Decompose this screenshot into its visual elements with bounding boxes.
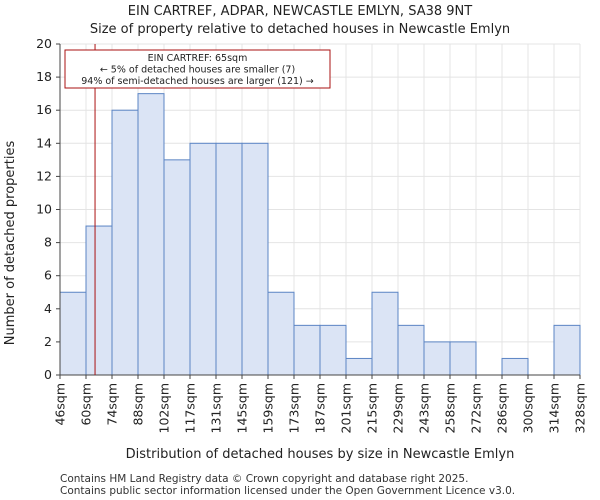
x-tick-label: 300sqm — [521, 383, 536, 433]
x-tick-label: 117sqm — [183, 383, 198, 433]
plot-area: 0 2 4 6 8 10 12 14 16 18 20 46sqm 60sqm 74sqm 88sqm 102… — [36, 36, 587, 433]
bar-131sqm — [215, 142, 243, 376]
chart-subtitle: Size of property relative to detached ho… — [90, 22, 510, 37]
y-tick-label: 8 — [44, 235, 52, 250]
bar-173sqm — [293, 324, 321, 376]
bar-229sqm — [397, 324, 425, 376]
x-tick-label: 60sqm — [79, 383, 94, 426]
x-tick-label: 131sqm — [209, 383, 224, 433]
annotation-line-1: EIN CARTREF: 65sqm — [148, 53, 248, 64]
x-tick-label: 243sqm — [417, 383, 432, 433]
bar-60sqm — [85, 225, 113, 376]
bar-117sqm — [189, 142, 217, 376]
bar-46sqm — [59, 291, 87, 376]
footer-line-1: Contains HM Land Registry data © Crown c… — [60, 473, 469, 485]
y-tick-label: 0 — [44, 367, 52, 382]
bar-145sqm — [241, 142, 269, 376]
bar-159sqm — [267, 291, 295, 376]
bar-314sqm — [553, 324, 581, 376]
footer-attribution: Contains HM Land Registry data © Crown c… — [60, 473, 515, 497]
bar-102sqm — [163, 159, 191, 376]
x-tick-label: 88sqm — [131, 383, 146, 426]
y-tick-label: 2 — [44, 334, 52, 349]
y-tick-label: 6 — [44, 268, 52, 283]
x-tick-label: 46sqm — [53, 383, 68, 426]
annotation-line-2: ← 5% of detached houses are smaller (7) — [100, 65, 295, 76]
bar-74sqm — [111, 109, 139, 376]
x-tick-label: 102sqm — [157, 383, 172, 433]
y-tick-label: 14 — [36, 135, 52, 150]
footer-line-2: Contains public sector information licen… — [60, 485, 516, 497]
x-tick-label: 258sqm — [443, 383, 458, 433]
x-axis-label: Distribution of detached houses by size … — [126, 447, 515, 462]
x-tick-label: 215sqm — [365, 383, 380, 433]
x-tick-label: 187sqm — [313, 383, 328, 433]
x-tick-label: 159sqm — [261, 383, 276, 433]
bar-286sqm — [501, 357, 529, 376]
chart-title: EIN CARTREF, ADPAR, NEWCASTLE EMLYN, SA3… — [128, 4, 472, 19]
y-axis-label: Number of detached properties — [3, 141, 18, 346]
y-tick-label: 10 — [36, 202, 52, 217]
bar-88sqm — [137, 93, 165, 376]
x-tick-label: 74sqm — [105, 383, 120, 426]
x-tick-label: 314sqm — [547, 383, 562, 433]
y-tick-label: 4 — [44, 301, 52, 316]
x-tick-label: 286sqm — [495, 383, 510, 433]
y-tick-label: 16 — [36, 102, 52, 117]
x-tick-label: 145sqm — [235, 383, 250, 433]
bar-187sqm — [319, 324, 347, 376]
x-tick-label: 272sqm — [469, 383, 484, 433]
y-tick-label: 12 — [36, 168, 52, 183]
annotation-box — [64, 49, 331, 89]
bar-201sqm — [345, 357, 373, 376]
bar-215sqm — [371, 291, 399, 376]
y-tick-label: 18 — [36, 69, 52, 84]
x-tick-label: 328sqm — [573, 383, 588, 433]
bar-258sqm — [449, 341, 477, 376]
annotation-line-3: 94% of semi-detached houses are larger (… — [81, 76, 314, 87]
bar-243sqm — [423, 341, 451, 376]
x-tick-label: 229sqm — [391, 383, 406, 433]
x-tick-label: 201sqm — [339, 383, 354, 433]
x-tick-label: 173sqm — [287, 383, 302, 433]
y-tick-label: 20 — [36, 36, 52, 51]
